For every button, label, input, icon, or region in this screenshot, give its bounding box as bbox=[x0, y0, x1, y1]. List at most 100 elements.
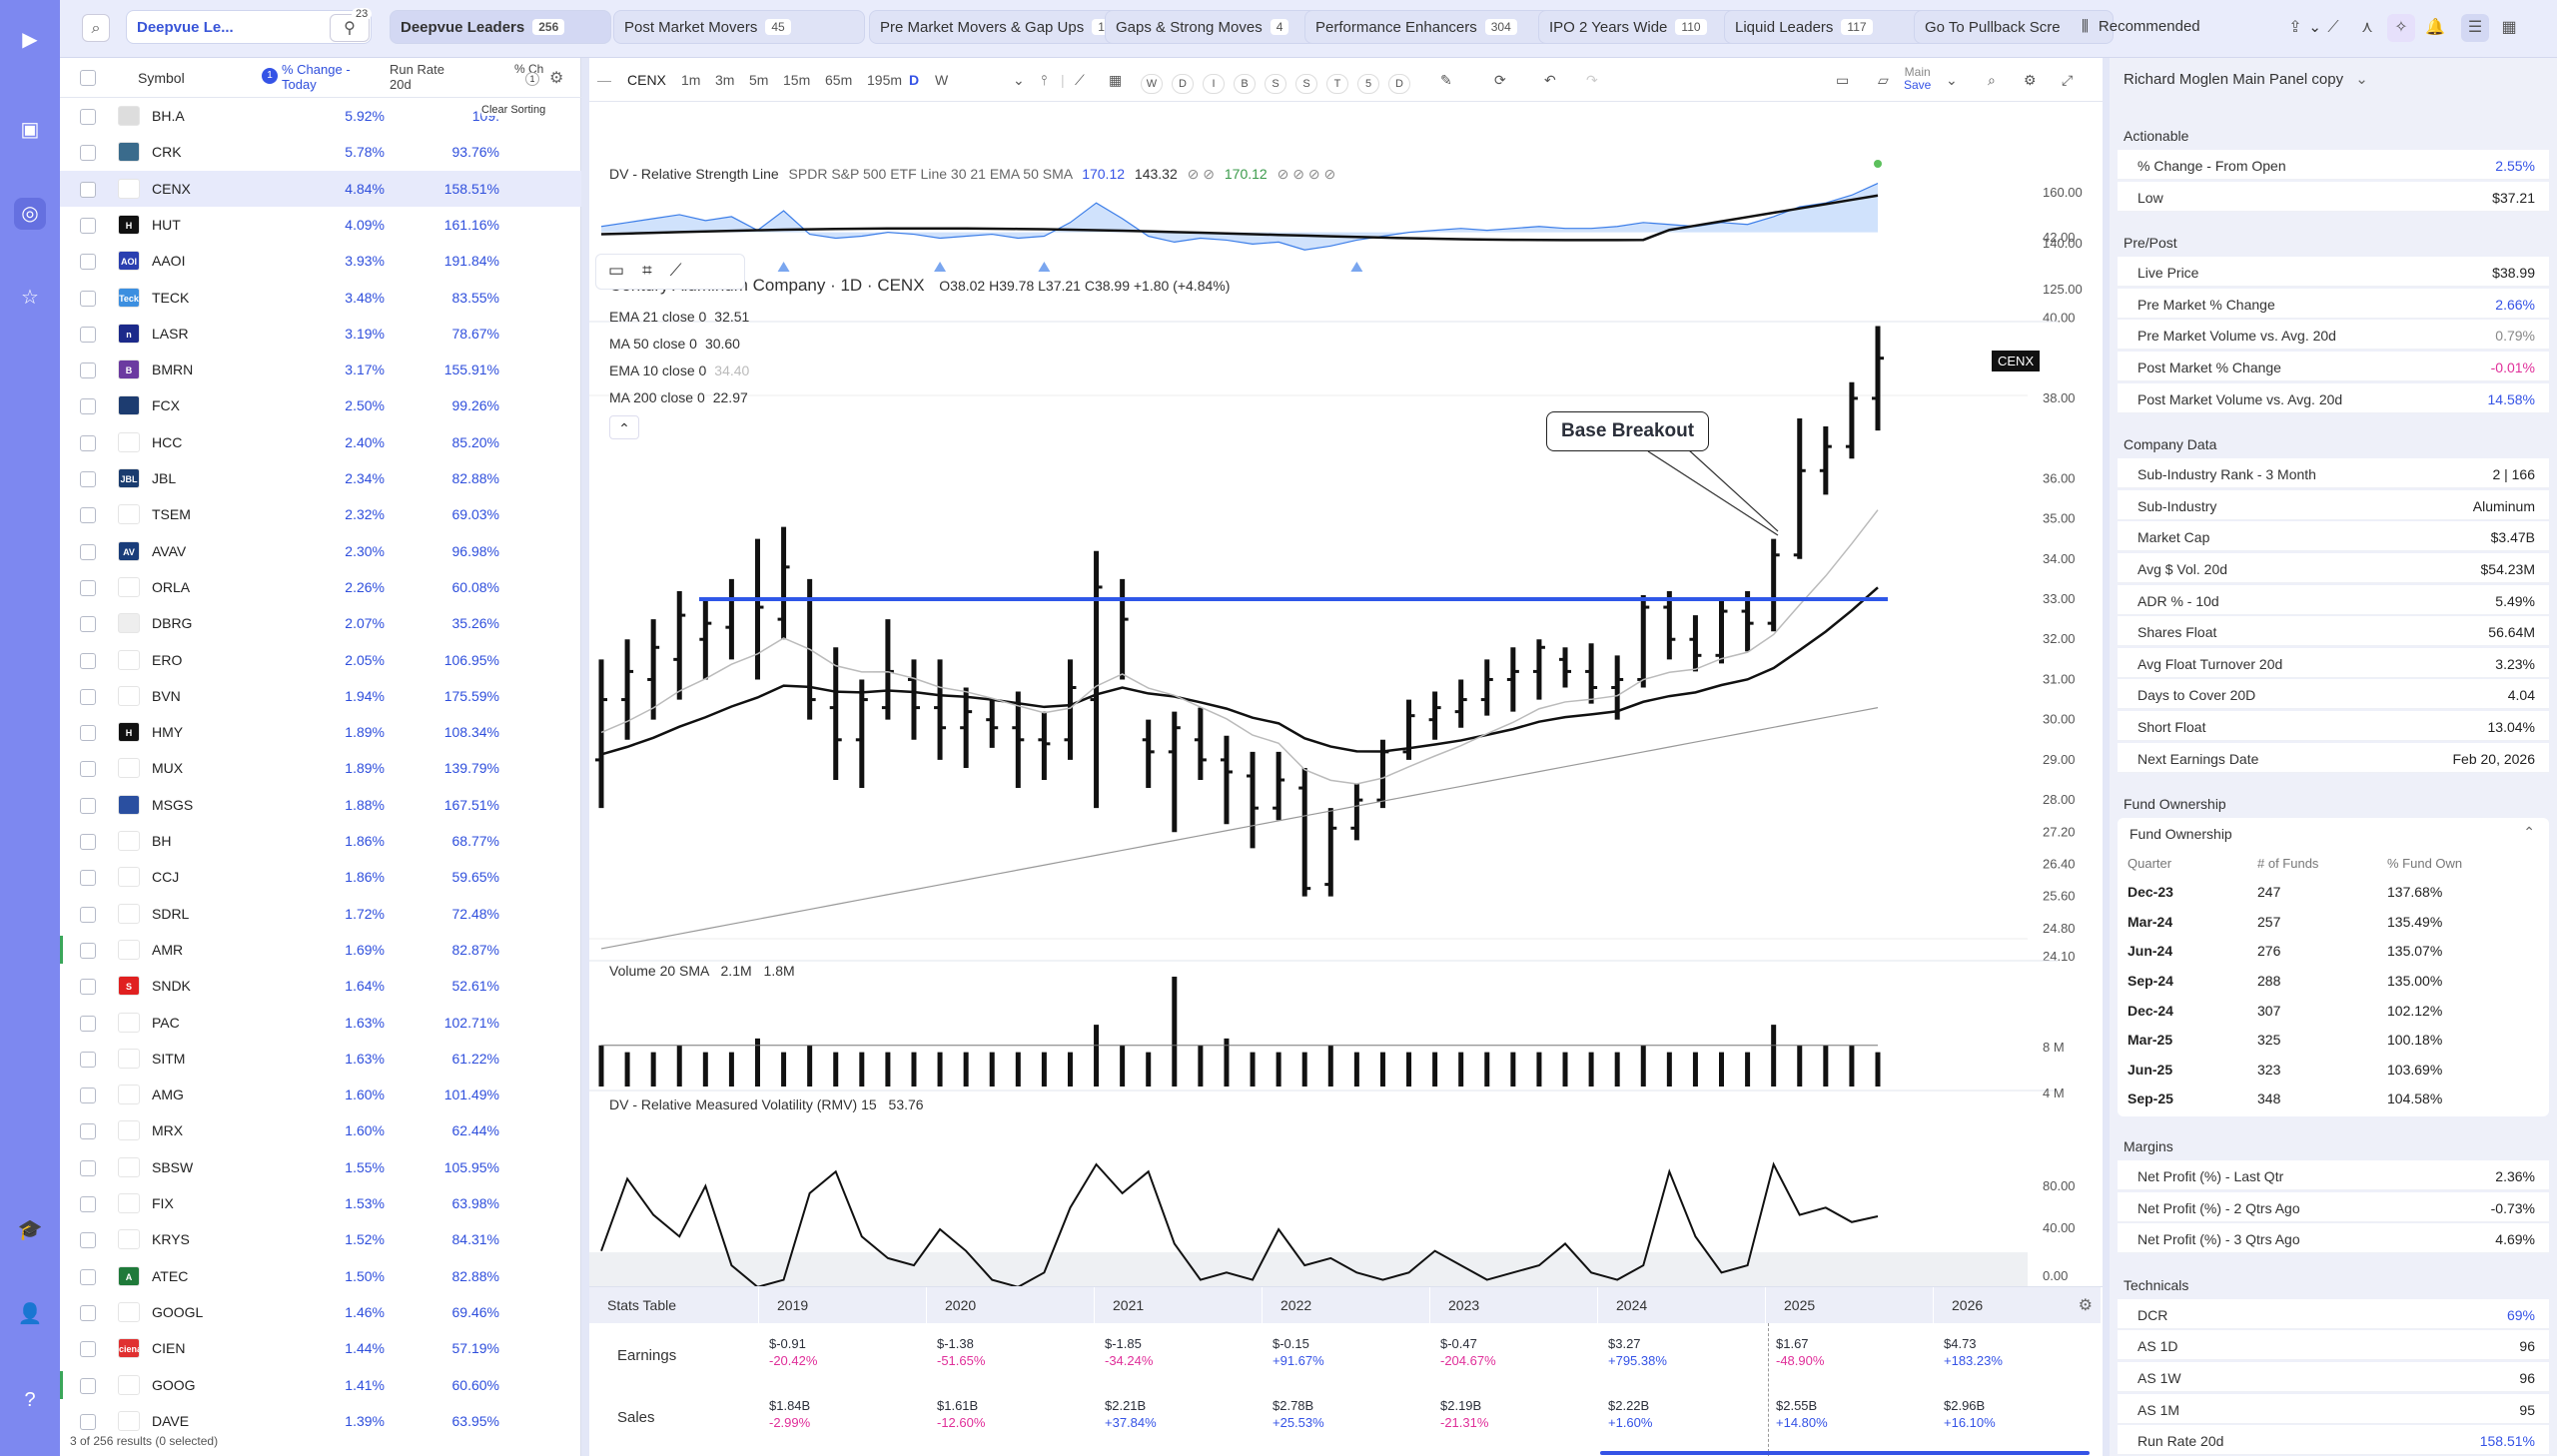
learn-icon[interactable]: 🎓 bbox=[17, 1219, 43, 1241]
row-symbol[interactable]: BH bbox=[152, 833, 172, 849]
help-icon[interactable]: ? bbox=[24, 1389, 36, 1411]
clear-sorting-tooltip[interactable]: Clear Sorting bbox=[481, 104, 546, 116]
row-symbol[interactable]: SNDK bbox=[152, 978, 191, 995]
chevron-up-icon[interactable]: ⌃ bbox=[2523, 824, 2535, 841]
row-checkbox[interactable] bbox=[80, 1088, 96, 1104]
study-ma50[interactable]: MA 50 close 0 30.60 bbox=[609, 331, 749, 358]
watchlist-row[interactable]: PAC 1.63% 102.71% bbox=[60, 1005, 581, 1041]
watchlist-row[interactable]: CCJ 1.86% 59.65% bbox=[60, 859, 581, 895]
watchlist-row[interactable]: MUX 1.89% 139.79% bbox=[60, 750, 581, 786]
magnifier-icon[interactable]: ⌕ bbox=[1988, 72, 1996, 88]
watchlist-row[interactable]: TSEM 2.32% 69.03% bbox=[60, 496, 581, 532]
horizontal-scrollbar[interactable] bbox=[1600, 1451, 2090, 1455]
row-symbol[interactable]: KRYS bbox=[152, 1231, 190, 1248]
row-symbol[interactable]: AVAV bbox=[152, 542, 187, 559]
row-symbol[interactable]: AMR bbox=[152, 941, 184, 958]
row-checkbox[interactable] bbox=[80, 906, 96, 923]
row-checkbox[interactable] bbox=[80, 543, 96, 560]
undo-icon[interactable]: ↶ bbox=[1544, 72, 1556, 88]
watchlist-row[interactable]: SITM 1.63% 61.22% bbox=[60, 1041, 581, 1077]
settings-icon[interactable]: ⚙ bbox=[549, 70, 564, 87]
base-breakout-annotation[interactable]: Base Breakout bbox=[1546, 411, 1710, 451]
row-symbol[interactable]: DAVE bbox=[152, 1412, 190, 1429]
period-s[interactable]: S bbox=[1265, 74, 1286, 94]
watchlist-row[interactable]: AMG 1.60% 101.49% bbox=[60, 1077, 581, 1112]
indicators-icon[interactable]: ⫯ bbox=[1041, 72, 1048, 88]
row-symbol[interactable]: DBRG bbox=[152, 615, 193, 632]
period-d[interactable]: D bbox=[1172, 74, 1194, 94]
row-checkbox[interactable] bbox=[80, 1196, 96, 1212]
watchlist-row[interactable]: H HMY 1.89% 108.34% bbox=[60, 714, 581, 750]
layout-icon[interactable]: ▭ bbox=[1836, 72, 1850, 88]
row-checkbox[interactable] bbox=[80, 145, 96, 162]
watchlist-row[interactable]: BH 1.86% 68.77% bbox=[60, 823, 581, 859]
watchlist-row[interactable]: AV AVAV 2.30% 96.98% bbox=[60, 533, 581, 569]
row-checkbox[interactable] bbox=[80, 181, 96, 198]
layout-selector[interactable]: Main Save bbox=[1904, 66, 1931, 92]
row-symbol[interactable]: SDRL bbox=[152, 905, 190, 922]
comment-icon[interactable]: ▭ bbox=[608, 261, 625, 280]
row-checkbox[interactable] bbox=[80, 616, 96, 633]
watchlist-row[interactable]: DBRG 2.07% 35.26% bbox=[60, 605, 581, 641]
timeframe-15m[interactable]: 15m bbox=[783, 72, 811, 88]
period-d[interactable]: D bbox=[1388, 74, 1410, 94]
dashboard-icon[interactable]: ▣ bbox=[20, 119, 40, 141]
chart-type-icon[interactable]: ⋏ bbox=[2361, 19, 2373, 36]
grid-view-icon[interactable]: ▦ bbox=[2501, 19, 2517, 36]
period-s[interactable]: S bbox=[1295, 74, 1317, 94]
chevron-down-icon[interactable]: ⌄ bbox=[1013, 72, 1025, 88]
row-checkbox[interactable] bbox=[80, 1377, 96, 1394]
watchlist-row[interactable]: GOOG 1.41% 60.60% bbox=[60, 1367, 581, 1403]
draw-icon[interactable]: ✎ bbox=[1440, 72, 1452, 88]
collapse-icon[interactable]: — bbox=[597, 72, 611, 88]
list-view-icon[interactable]: ☰ bbox=[2461, 14, 2489, 42]
watchlist-row[interactable]: MRX 1.60% 62.44% bbox=[60, 1112, 581, 1148]
row-checkbox[interactable] bbox=[80, 363, 96, 379]
period-t[interactable]: T bbox=[1326, 74, 1348, 94]
watchlist-row[interactable]: ORLA 2.26% 60.08% bbox=[60, 569, 581, 605]
row-symbol[interactable]: ORLA bbox=[152, 578, 191, 595]
row-symbol[interactable]: JBL bbox=[152, 470, 177, 486]
chevron-down-icon[interactable]: ⌄ bbox=[1946, 72, 1958, 88]
row-symbol[interactable]: BVN bbox=[152, 687, 181, 704]
save-label[interactable]: Save bbox=[1904, 78, 1932, 92]
row-symbol[interactable]: CRK bbox=[152, 144, 182, 161]
row-checkbox[interactable] bbox=[80, 471, 96, 487]
row-symbol[interactable]: MUX bbox=[152, 760, 184, 777]
timeframe-65m[interactable]: 65m bbox=[825, 72, 853, 88]
timeframe-1m[interactable]: 1m bbox=[681, 72, 701, 88]
tab-post-market-movers[interactable]: Post Market Movers 45 bbox=[613, 10, 865, 44]
tab-deepvue-leaders[interactable]: Deepvue Leaders 256 bbox=[390, 10, 611, 44]
timeframe-5m[interactable]: 5m bbox=[749, 72, 769, 88]
row-symbol[interactable]: SBSW bbox=[152, 1158, 194, 1175]
watchlist-row[interactable]: A ATEC 1.50% 82.88% bbox=[60, 1258, 581, 1294]
row-checkbox[interactable] bbox=[80, 1015, 96, 1032]
row-checkbox[interactable] bbox=[80, 1232, 96, 1249]
study-ema21[interactable]: EMA 21 close 0 32.51 bbox=[609, 304, 749, 331]
row-checkbox[interactable] bbox=[80, 725, 96, 742]
col-symbol[interactable]: Symbol bbox=[138, 70, 185, 86]
row-symbol[interactable]: TECK bbox=[152, 289, 190, 306]
search-icon[interactable]: ⌕ bbox=[82, 14, 110, 42]
watchlist-row[interactable]: SDRL 1.72% 72.48% bbox=[60, 896, 581, 932]
watchlist-row[interactable]: AOI AAOI 3.93% 191.84% bbox=[60, 243, 581, 279]
row-symbol[interactable]: TSEM bbox=[152, 506, 191, 523]
watchlist-row[interactable]: n LASR 3.19% 78.67% bbox=[60, 316, 581, 352]
period-b[interactable]: B bbox=[1234, 74, 1256, 94]
watchlist-row[interactable]: AMR 1.69% 82.87% bbox=[60, 932, 581, 968]
row-checkbox[interactable] bbox=[80, 1159, 96, 1176]
tab-pre-market-movers[interactable]: Pre Market Movers & Gap Ups131 bbox=[869, 10, 1139, 44]
row-checkbox[interactable] bbox=[80, 398, 96, 415]
watchlist-row[interactable]: GOOGL 1.46% 69.46% bbox=[60, 1294, 581, 1330]
row-symbol[interactable]: BH.A bbox=[152, 108, 185, 124]
row-symbol[interactable]: AAOI bbox=[152, 253, 186, 270]
watchlist-row[interactable]: Teck TECK 3.48% 83.55% bbox=[60, 280, 581, 316]
watchlist-row[interactable]: MSGS 1.88% 167.51% bbox=[60, 787, 581, 823]
watchlist-row[interactable]: FCX 2.50% 99.26% bbox=[60, 387, 581, 423]
folder-icon[interactable]: ▱ bbox=[1878, 72, 1889, 88]
watchlist-row[interactable]: ciena CIEN 1.44% 57.19% bbox=[60, 1330, 581, 1366]
chart-line-icon[interactable]: ⟋ bbox=[2327, 19, 2339, 36]
chart-canvas[interactable]: 42.00 40.00 38.00 36.00 35.00 34.00 33.00 32.00… bbox=[589, 102, 2103, 1286]
select-all-checkbox[interactable] bbox=[80, 70, 96, 86]
row-checkbox[interactable] bbox=[80, 290, 96, 307]
